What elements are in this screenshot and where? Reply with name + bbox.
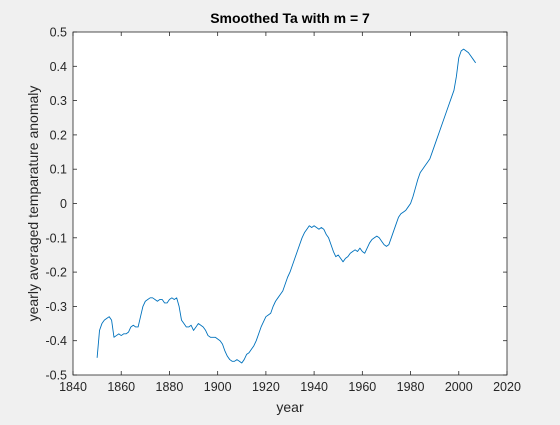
x-tick-label: 2000 [445,380,473,394]
y-tick-label: 0 [60,197,67,211]
x-tick-label: 1900 [204,380,232,394]
y-tick-label: 0.5 [50,26,67,40]
x-tick-label: 1980 [397,380,425,394]
x-tick-label: 1960 [348,380,376,394]
y-tick-label: 0.1 [50,163,67,177]
plot-area [73,32,507,375]
y-tick-label: 0.4 [50,60,67,74]
y-tick-label: -0.4 [45,334,67,348]
x-axis-label: year [276,399,304,415]
y-tick-label: -0.3 [45,300,67,314]
y-tick-label: 0.2 [50,128,67,142]
y-tick-label: -0.5 [45,369,67,383]
x-tick-label: 1920 [252,380,280,394]
y-tick-label: -0.2 [45,266,67,280]
chart-title: Smoothed Ta with m = 7 [210,10,370,26]
y-axis-label: yearly averaged temparature anomaly [25,86,41,322]
x-tick-label: 1860 [107,380,135,394]
x-tick-label: 2020 [493,380,521,394]
x-tick-label: 1940 [300,380,328,394]
y-tick-label: -0.1 [45,231,67,245]
x-tick-label: 1880 [156,380,184,394]
y-tick-label: 0.3 [50,94,67,108]
